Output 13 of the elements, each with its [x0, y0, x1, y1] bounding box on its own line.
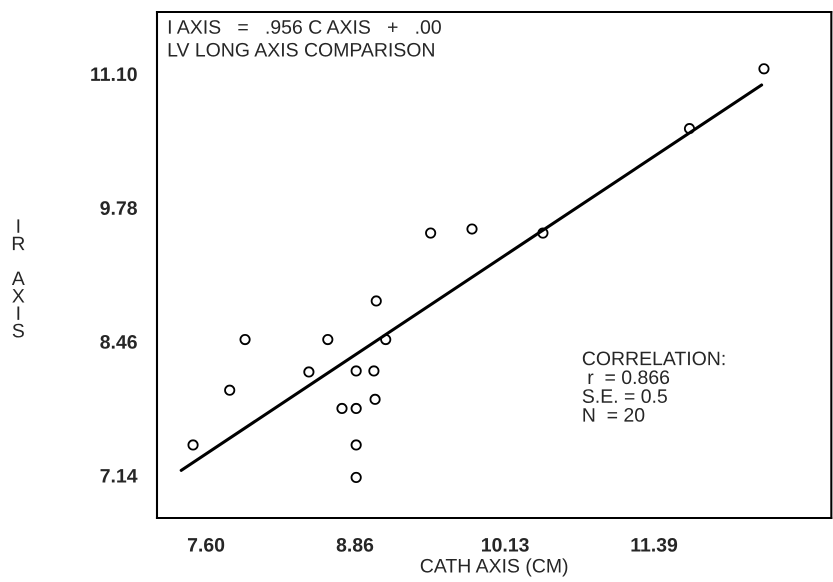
y-tick-label: 11.10 — [91, 67, 137, 82]
y-tick-label: 9.78 — [100, 201, 137, 215]
x-tick-label: 10.13 — [482, 538, 529, 552]
x-axis-title: CATH AXIS (CM) — [420, 558, 568, 576]
y-tick-label: 8.46 — [100, 335, 137, 349]
y-tick-label: 7.14 — [100, 469, 138, 482]
x-tick-label: 8.86 — [336, 538, 374, 552]
x-tick-label: 11.39 — [631, 538, 678, 552]
annotation: I AXIS = .956 C AXIS + .00 — [168, 20, 441, 34]
x-tick-label: 7.60 — [188, 538, 224, 552]
annotation: LV LONG AXIS COMPARISON — [168, 42, 434, 57]
y-axis-title: IR AXIS — [12, 219, 25, 338]
annotation: CORRELATION: r = 0.866 S.E. = 0.5 N = 20 — [582, 352, 724, 422]
